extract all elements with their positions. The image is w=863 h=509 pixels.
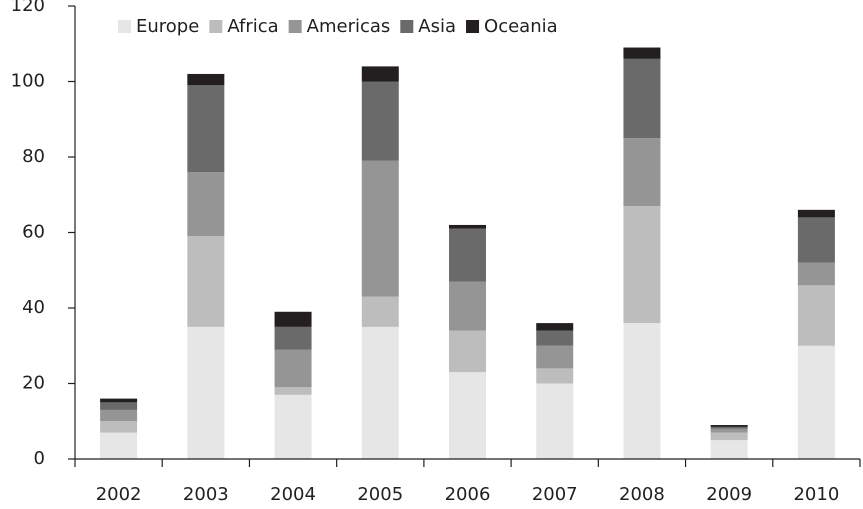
bar-segment — [797, 217, 835, 263]
bar-segment — [361, 81, 399, 161]
bar-segment — [274, 387, 312, 395]
bar-segment — [449, 372, 486, 459]
bar-segment — [536, 383, 574, 459]
bar-segment — [187, 236, 225, 327]
x-tick-label: 2004 — [270, 484, 316, 505]
bar-segment — [449, 228, 486, 282]
bar-segment — [710, 426, 748, 429]
bar-segment — [449, 330, 486, 373]
bar-segment — [449, 281, 486, 331]
legend-label: Africa — [227, 16, 278, 37]
legend-label: Oceania — [484, 16, 558, 37]
x-tick-label: 2006 — [445, 484, 491, 505]
bar-segment — [187, 73, 225, 86]
bar-segment — [100, 402, 138, 410]
bar-segment — [274, 394, 312, 459]
legend-swatch — [466, 20, 480, 33]
bar-segment — [623, 138, 661, 207]
x-tick-label: 2002 — [96, 484, 142, 505]
legend-swatch — [209, 20, 223, 33]
y-tick-label: 100 — [11, 71, 45, 92]
bar-segment — [274, 311, 312, 327]
bar-segment — [797, 262, 835, 286]
y-tick-label: 0 — [34, 448, 45, 469]
bar-segment — [361, 160, 399, 297]
bar-segment — [100, 409, 138, 422]
bar-segment — [274, 326, 312, 350]
bar-segment — [536, 323, 574, 331]
bar-segment — [797, 209, 835, 218]
legend-swatch — [118, 20, 131, 33]
legend-label: Americas — [307, 16, 391, 37]
bar-segment — [187, 326, 225, 459]
bar-segment — [710, 440, 748, 459]
legend-swatch — [288, 20, 302, 33]
bar-segment — [361, 326, 399, 459]
bar-segment — [797, 345, 835, 459]
y-tick-label: 20 — [22, 373, 45, 394]
legend-swatch — [400, 20, 414, 33]
bar-segment — [449, 224, 486, 229]
x-tick-label: 2007 — [532, 484, 578, 505]
x-tick-label: 2005 — [357, 484, 403, 505]
bar-segment — [710, 432, 748, 441]
bar-segment — [361, 296, 399, 327]
bar-segment — [623, 323, 661, 459]
bar-segment — [536, 330, 574, 346]
legend-label: Asia — [418, 16, 456, 37]
y-tick-label: 60 — [22, 222, 45, 243]
bar-segment — [100, 432, 138, 459]
x-tick-label: 2008 — [619, 484, 665, 505]
bar-segment — [536, 345, 574, 369]
bar-segment — [536, 368, 574, 384]
bar-segment — [100, 421, 138, 433]
y-tick-label: 40 — [22, 297, 45, 318]
bar-segment — [361, 66, 399, 82]
bar-segment — [623, 58, 661, 139]
bar-segment — [187, 85, 225, 173]
x-tick-label: 2003 — [183, 484, 229, 505]
x-tick-label: 2010 — [793, 484, 839, 505]
bar-segment — [623, 206, 661, 324]
legend-label: Europe — [136, 16, 199, 37]
bar-segment — [797, 285, 835, 346]
y-tick-label: 120 — [11, 0, 45, 16]
bar-segment — [100, 398, 138, 403]
y-tick-label: 80 — [22, 146, 45, 167]
bar-segment — [623, 47, 661, 59]
bar-segment — [187, 172, 225, 237]
bar-segment — [710, 425, 748, 427]
x-tick-label: 2009 — [706, 484, 752, 505]
bar-segment — [710, 428, 748, 433]
bar-segment — [274, 349, 312, 388]
